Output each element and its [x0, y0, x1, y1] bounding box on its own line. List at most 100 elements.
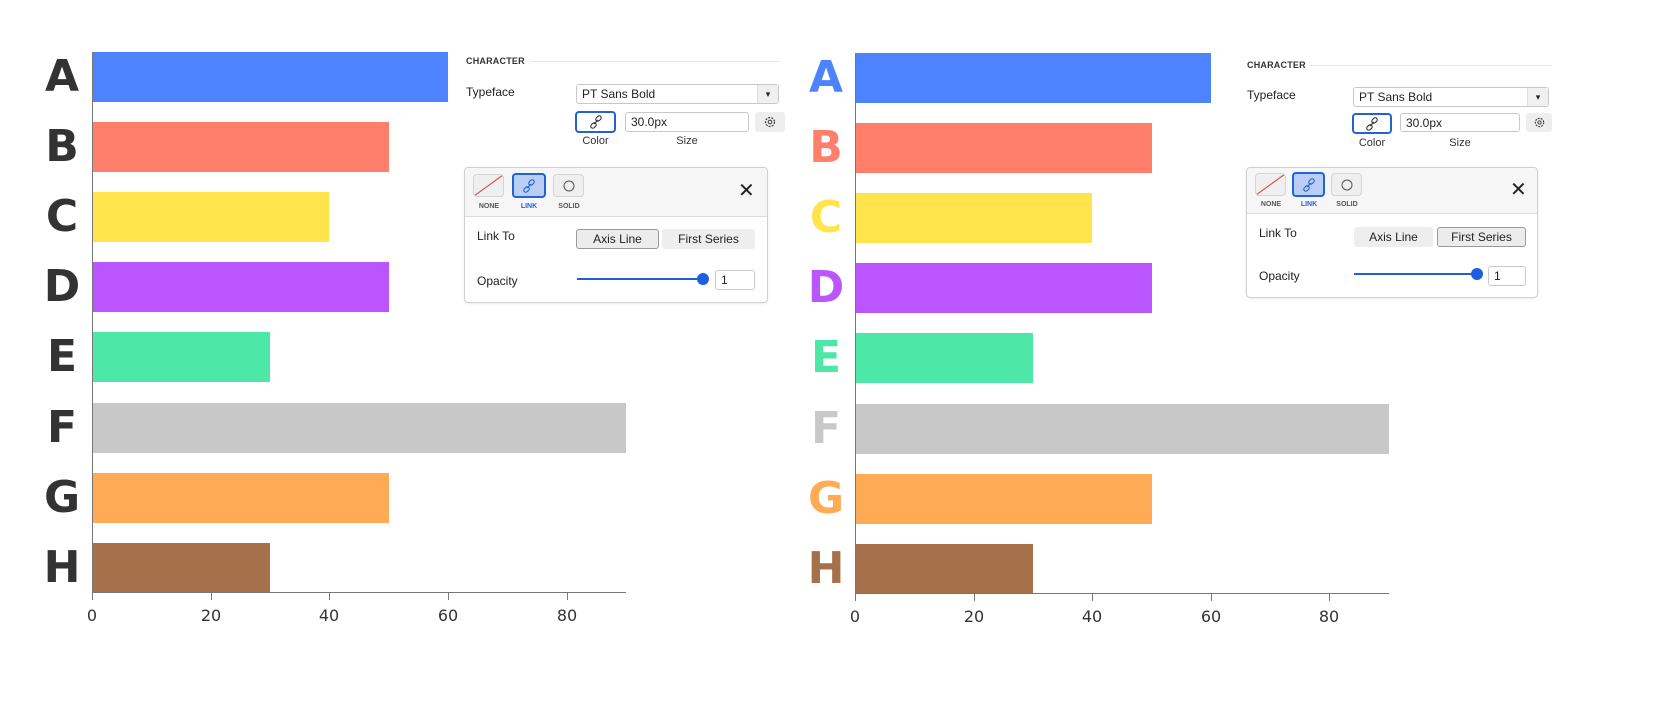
typeface-value: PT Sans Bold [1359, 90, 1433, 104]
link-to-axis-line-option[interactable]: Axis Line [1354, 227, 1433, 247]
color-mode-solid-button[interactable] [1331, 173, 1362, 196]
typeface-select[interactable]: PT Sans Bold ▾ [576, 84, 779, 104]
circle-icon [1341, 179, 1353, 191]
color-button[interactable] [575, 111, 616, 133]
section-title: CHARACTER [1247, 60, 1306, 70]
color-label: Color [1358, 137, 1386, 149]
opacity-input[interactable]: 1 [1488, 266, 1526, 286]
popover-header: NONE LINK SOLID ✕ [465, 168, 767, 217]
category-label-e: E [810, 332, 842, 383]
color-mode-none-button[interactable] [473, 174, 504, 197]
link-icon [1303, 178, 1315, 192]
x-tick-label: 40 [318, 606, 340, 625]
category-label-b: B [809, 122, 843, 173]
opacity-label: Opacity [477, 274, 518, 288]
category-label-a: A [808, 52, 844, 103]
bar-d[interactable] [855, 263, 1152, 313]
solid-label: SOLID [1336, 201, 1358, 208]
bar-e[interactable] [855, 333, 1033, 383]
circle-icon [563, 180, 575, 192]
y-axis-line [855, 53, 856, 594]
gear-icon [764, 116, 776, 128]
color-button[interactable] [1352, 113, 1392, 134]
bar-a[interactable] [92, 52, 448, 102]
typeface-value: PT Sans Bold [582, 87, 656, 101]
gear-icon [1534, 117, 1544, 128]
chevron-down-icon: ▾ [1527, 88, 1548, 106]
x-tick [974, 594, 975, 601]
size-input[interactable]: 30.0px [625, 112, 749, 132]
x-tick-label: 60 [437, 606, 459, 625]
x-tick [855, 594, 856, 601]
opacity-slider-knob[interactable] [1471, 268, 1483, 280]
color-mode-link-button[interactable] [1292, 172, 1325, 197]
category-label-h: H [43, 542, 81, 593]
bar-b[interactable] [855, 123, 1152, 173]
link-icon [589, 115, 602, 129]
close-icon[interactable]: ✕ [738, 180, 755, 202]
opacity-slider-knob[interactable] [697, 273, 709, 285]
color-mode-none-button[interactable] [1255, 173, 1286, 196]
opacity-slider-track[interactable] [1354, 273, 1476, 275]
color-mode-popover: NONE LINK SOLID ✕ Link To Axis Line Firs… [464, 167, 768, 303]
x-tick-label: 0 [86, 606, 98, 625]
x-axis-line [92, 592, 626, 593]
category-label-g: G [807, 473, 845, 524]
chevron-down-icon: ▾ [757, 85, 778, 103]
category-label-d: D [43, 261, 81, 312]
close-icon[interactable]: ✕ [1510, 179, 1527, 201]
settings-button[interactable] [1526, 113, 1552, 132]
category-label-c: C [809, 192, 843, 243]
x-tick-label: 20 [963, 607, 985, 626]
category-label-b: B [45, 121, 79, 172]
category-label-f: F [46, 402, 78, 453]
link-to-label: Link To [477, 229, 515, 243]
bar-c[interactable] [92, 192, 329, 242]
size-label: Size [676, 135, 698, 147]
x-tick-label: 40 [1081, 607, 1103, 626]
none-label: NONE [478, 203, 500, 210]
typeface-label: Typeface [466, 85, 515, 99]
none-slash-icon [474, 175, 503, 196]
color-mode-solid-button[interactable] [553, 174, 584, 197]
x-tick [329, 593, 330, 600]
none-slash-icon [1256, 174, 1285, 195]
opacity-label: Opacity [1259, 269, 1300, 283]
x-tick [1211, 594, 1212, 601]
none-label: NONE [1260, 201, 1282, 208]
typeface-label: Typeface [1247, 88, 1296, 102]
bar-h[interactable] [855, 544, 1033, 594]
popover-header: NONE LINK SOLID ✕ [1247, 168, 1537, 214]
bar-b[interactable] [92, 122, 389, 172]
bar-c[interactable] [855, 193, 1092, 243]
x-tick [1092, 594, 1093, 601]
color-mode-link-button[interactable] [512, 173, 546, 198]
bar-f[interactable] [92, 403, 626, 453]
size-input[interactable]: 30.0px [1400, 113, 1520, 132]
link-icon [1366, 117, 1378, 131]
color-label: Color [582, 135, 609, 147]
opacity-slider-track[interactable] [577, 278, 701, 280]
x-tick [1329, 594, 1330, 601]
x-tick [211, 593, 212, 600]
x-tick-label: 60 [1200, 607, 1222, 626]
settings-button[interactable] [755, 112, 785, 132]
opacity-input[interactable]: 1 [715, 270, 755, 290]
bar-d[interactable] [92, 262, 389, 312]
typeface-select[interactable]: PT Sans Bold ▾ [1353, 87, 1549, 107]
bar-e[interactable] [92, 332, 270, 382]
section-divider [530, 61, 780, 62]
bar-g[interactable] [92, 473, 389, 523]
link-to-first-series-option[interactable]: First Series [1437, 227, 1526, 247]
bar-h[interactable] [92, 543, 270, 593]
link-to-label: Link To [1259, 226, 1297, 240]
category-label-e: E [46, 331, 78, 382]
x-axis-line [855, 593, 1389, 594]
link-to-axis-line-option[interactable]: Axis Line [576, 229, 659, 249]
bar-g[interactable] [855, 474, 1152, 524]
link-to-first-series-option[interactable]: First Series [662, 229, 755, 249]
bar-a[interactable] [855, 53, 1211, 103]
bar-f[interactable] [855, 404, 1389, 454]
category-label-h: H [807, 543, 845, 594]
x-tick-label: 0 [849, 607, 861, 626]
